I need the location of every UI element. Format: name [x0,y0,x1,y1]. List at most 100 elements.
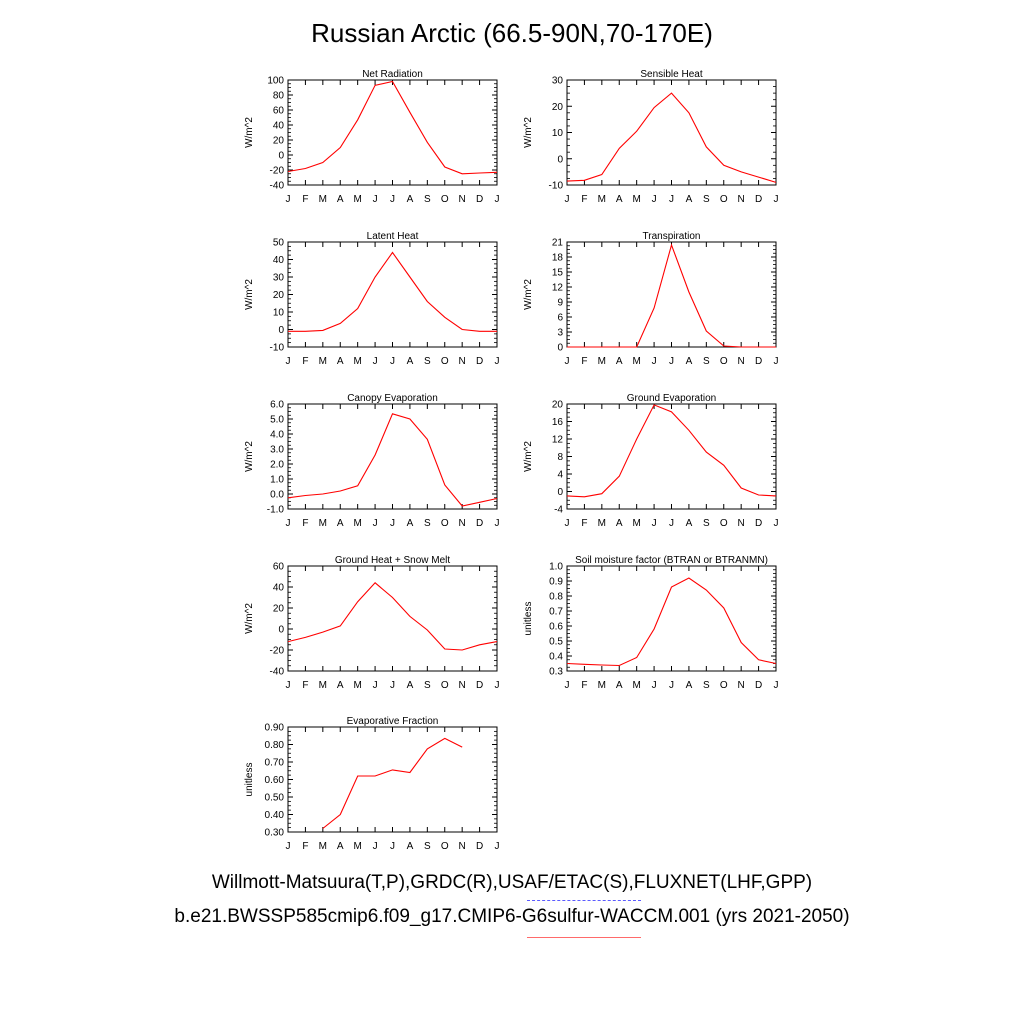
plot-frame [287,565,498,672]
x-tick-label: D [755,518,762,529]
y-tick-label: 6.0 [270,400,284,411]
x-tick-label: N [738,194,745,205]
y-tick-label: 5.0 [270,415,284,426]
x-tick-label: J [652,680,657,691]
x-tick-label: J [652,518,657,529]
y-tick-label: 0 [278,325,284,336]
x-tick-label: N [459,194,466,205]
y-tick-label: 10 [273,308,285,319]
y-axis-label: unitless [523,602,534,636]
x-tick-label: J [669,194,674,205]
x-tick-label: A [686,194,693,205]
y-tick-label: 30 [273,273,285,284]
y-tick-label: -40 [270,181,285,192]
x-tick-label: A [686,356,693,367]
y-tick-label: 20 [552,102,564,113]
x-tick-label: J [286,680,291,691]
observations-legend-line [527,900,641,901]
chart-panel-8: Soil moisture factor (BTRAN or BTRANMN) 1… [523,555,779,691]
y-tick-label: 12 [552,283,564,294]
x-tick-label: J [495,356,500,367]
x-tick-label: F [581,356,587,367]
x-tick-label: F [302,518,308,529]
plot-frame [287,79,498,186]
y-tick-label: 1.0 [270,475,284,486]
x-tick-label: A [407,194,414,205]
y-tick-label: 15 [552,268,564,279]
y-axis-label: W/m^2 [523,441,534,472]
x-tick-label: S [424,680,431,691]
y-tick-label: 10 [552,128,564,139]
y-axis-label: W/m^2 [244,441,255,472]
x-tick-label: F [302,356,308,367]
series-line-1 [566,92,777,183]
y-tick-label: 20 [273,136,285,147]
chart-title: Ground Evaporation [627,393,717,404]
y-tick-label: 80 [273,91,285,102]
y-tick-label: 9 [557,298,563,309]
y-tick-label: 0.80 [265,740,285,751]
y-tick-label: 40 [273,121,285,132]
chart-title: Evaporative Fraction [347,716,439,727]
y-tick-label: 30 [552,76,564,87]
x-tick-label: N [738,518,745,529]
y-tick-label: 0.4 [549,652,563,663]
x-tick-label: S [424,518,431,529]
x-tick-label: M [319,518,327,529]
plot-frame [566,241,777,348]
x-tick-label: A [686,680,693,691]
y-tick-label: 0 [557,487,563,498]
x-tick-label: J [390,356,395,367]
x-tick-label: M [319,194,327,205]
chart-title: Soil moisture factor (BTRAN or BTRANMN) [575,555,768,566]
x-tick-label: S [703,680,710,691]
y-tick-label: -10 [549,181,564,192]
x-tick-label: D [755,680,762,691]
chart-title: Transpiration [643,231,701,242]
x-tick-label: J [495,194,500,205]
x-tick-label: O [720,518,728,529]
x-tick-label: M [598,356,606,367]
x-tick-label: N [738,680,745,691]
y-tick-label: 0.70 [265,758,285,769]
x-tick-label: A [407,356,414,367]
y-tick-label: 0.90 [265,723,285,734]
x-tick-label: J [373,194,378,205]
x-tick-label: D [476,680,483,691]
x-tick-label: M [353,356,361,367]
y-tick-label: 3.0 [270,445,284,456]
y-axis-label: W/m^2 [244,603,255,634]
plot-frame [287,403,498,510]
x-tick-label: J [774,680,779,691]
x-tick-label: J [390,194,395,205]
x-tick-label: F [581,518,587,529]
x-tick-label: A [686,518,693,529]
y-tick-label: 8 [557,452,563,463]
y-tick-label: -4 [554,505,563,516]
y-tick-label: 0.9 [549,577,563,588]
x-tick-label: J [495,841,500,852]
x-tick-label: J [373,518,378,529]
x-tick-label: D [476,194,483,205]
x-tick-label: S [424,194,431,205]
x-tick-label: S [703,194,710,205]
x-tick-label: J [286,841,291,852]
x-tick-label: A [337,841,344,852]
x-tick-label: J [652,356,657,367]
series-line-1 [287,582,498,651]
y-tick-label: -1.0 [267,505,285,516]
y-axis-label: W/m^2 [244,279,255,310]
x-tick-label: A [337,356,344,367]
x-tick-label: A [337,194,344,205]
x-tick-label: F [581,680,587,691]
y-axis-label: W/m^2 [523,279,534,310]
chart-title: Sensible Heat [640,69,702,80]
x-tick-label: J [495,680,500,691]
y-tick-label: 21 [552,238,564,249]
y-tick-label: 20 [273,290,285,301]
y-tick-label: 60 [273,562,285,573]
x-tick-label: M [632,194,640,205]
